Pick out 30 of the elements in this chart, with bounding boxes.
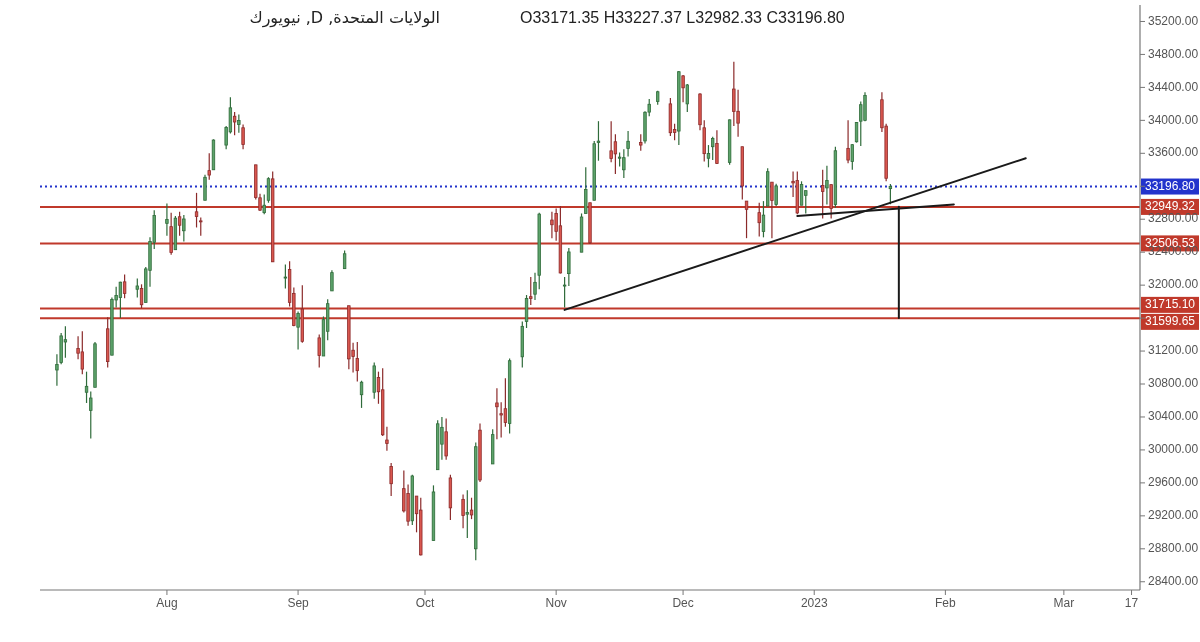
y-tick-label: 30800.00 <box>1148 376 1199 391</box>
x-tick-label: 17 <box>1124 596 1139 610</box>
x-tick-label: 2023 <box>800 596 828 610</box>
y-tick-label: 34000.00 <box>1148 112 1199 127</box>
y-tick-label: 30400.00 <box>1148 409 1199 424</box>
y-tick-label: 34800.00 <box>1148 46 1199 61</box>
y-tick-label: 33600.00 <box>1148 145 1199 160</box>
ref-line-label: 31599.65 <box>1144 314 1196 329</box>
y-tick-label: 31200.00 <box>1148 343 1199 358</box>
ref-line-label: 32949.32 <box>1144 199 1196 214</box>
y-tick-label: 30000.00 <box>1148 442 1199 457</box>
ref-line-label: 33196.80 <box>1144 178 1196 193</box>
x-tick-label: Oct <box>415 596 435 610</box>
y-tick-label: 34400.00 <box>1148 79 1199 94</box>
y-tick-label: 35200.00 <box>1148 13 1199 28</box>
chart-subtitle: O33171.35 H33227.37 L32982.33 C33196.80 <box>520 9 845 27</box>
y-tick-label: 28800.00 <box>1148 540 1199 555</box>
x-tick-label: Sep <box>287 596 310 610</box>
ref-line-label: 31715.10 <box>1144 297 1196 312</box>
y-tick-label: 29200.00 <box>1148 508 1199 523</box>
y-tick-label: 32800.00 <box>1148 211 1199 226</box>
x-tick-label: Feb <box>935 596 957 610</box>
y-tick-label: 29600.00 <box>1148 475 1199 490</box>
y-tick-label: 28400.00 <box>1148 573 1199 588</box>
x-tick-label: Mar <box>1053 596 1075 610</box>
y-tick-label: 32000.00 <box>1148 277 1199 292</box>
x-tick-label: Aug <box>156 596 178 610</box>
chart-title: الولايات المتحدة, D, نيويورك <box>249 8 440 27</box>
x-tick-label: Dec <box>672 596 694 610</box>
x-tick-label: Nov <box>545 596 567 610</box>
